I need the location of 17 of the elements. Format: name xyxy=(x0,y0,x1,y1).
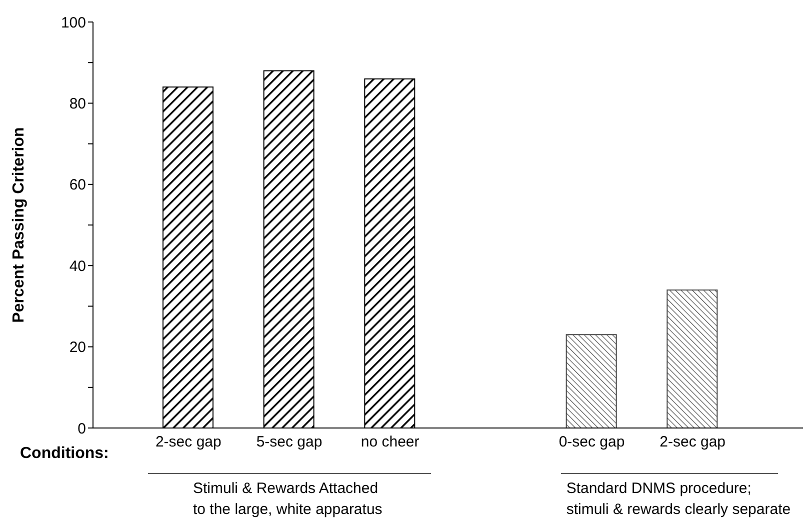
y-tick-label: 40 xyxy=(69,258,86,275)
x-tick-label: no cheer xyxy=(360,434,420,451)
y-tick-label: 60 xyxy=(69,176,86,194)
y-tick-label: 20 xyxy=(69,339,86,356)
bar xyxy=(666,289,718,428)
text: Conditions: xyxy=(20,445,109,463)
x-tick-label: 5-sec gap xyxy=(256,434,322,451)
x-tick-label: 0-sec gap xyxy=(558,434,625,451)
bar xyxy=(566,334,617,428)
x-tick-label: 2-sec gap xyxy=(155,434,222,451)
text: Stimuli & Rewards Attached to the large, white apparatus xyxy=(193,479,382,520)
y-axis-title: Percent Passing Criterion xyxy=(10,127,28,323)
text: Standard DNMS procedure; stimuli & rewards clearly separate xyxy=(566,479,791,520)
y-tick-label: 80 xyxy=(69,96,86,113)
x-tick-label: 2-sec gap xyxy=(660,434,726,451)
y-tick-label: 0 xyxy=(78,420,86,438)
y-tick-label: 100 xyxy=(60,14,86,32)
